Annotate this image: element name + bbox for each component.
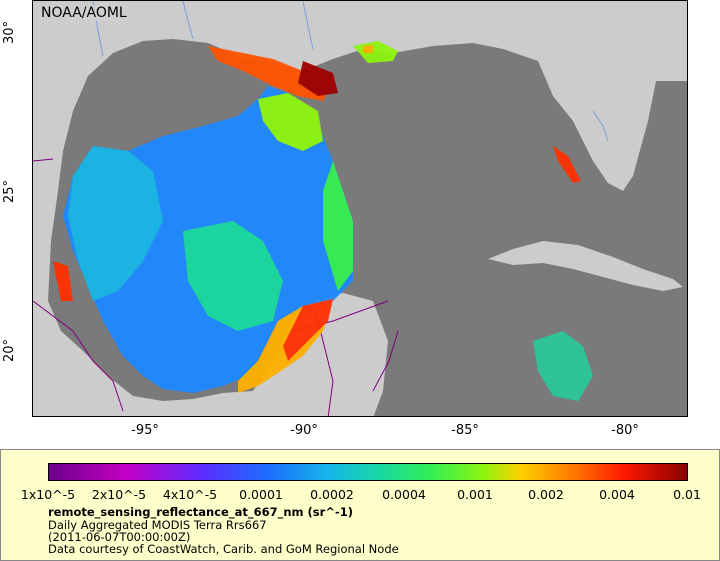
rivers <box>92 1 609 142</box>
colorbar-label: 2x10^-5 <box>91 487 147 502</box>
map-panel[interactable]: NOAA/AOML <box>32 0 688 417</box>
gulf-of-mexico-map <box>33 1 687 416</box>
colorbar-label: 0.002 <box>528 487 564 502</box>
colorbar-label: 0.0001 <box>239 487 283 502</box>
lon-tick-label: -90° <box>290 423 318 438</box>
colorbar-label: 0.0002 <box>310 487 354 502</box>
reflectance-data <box>53 41 593 401</box>
lon-tick-label: -80° <box>611 423 639 438</box>
source-label: NOAA/AOML <box>39 5 129 21</box>
lat-tick-label: 20° <box>2 338 17 362</box>
colorbar-label: 1x10^-5 <box>20 487 76 502</box>
dataset-name: Daily Aggregated MODIS Terra Rrs667 <box>48 518 267 532</box>
lat-tick-label: 25° <box>2 179 17 203</box>
lat-tick-label: 30° <box>2 20 17 44</box>
colorbar <box>48 463 688 481</box>
colorbar-label: 0.001 <box>457 487 493 502</box>
variable-name: remote_sensing_reflectance_at_667_nm (sr… <box>48 505 353 519</box>
credit-line: Data courtesy of CoastWatch, Carib. and … <box>48 542 399 556</box>
colorbar-label: 4x10^-5 <box>162 487 218 502</box>
time-stamp: (2011-06-07T00:00:00Z) <box>48 530 191 544</box>
colorbar-label: 0.0004 <box>382 487 426 502</box>
lon-tick-label: -85° <box>451 423 479 438</box>
colorbar-label: 0.004 <box>599 487 635 502</box>
land-cuba <box>488 241 683 291</box>
lon-tick-label: -95° <box>131 423 159 438</box>
colorbar-label: 0.01 <box>673 487 701 502</box>
land-florida <box>538 11 658 191</box>
